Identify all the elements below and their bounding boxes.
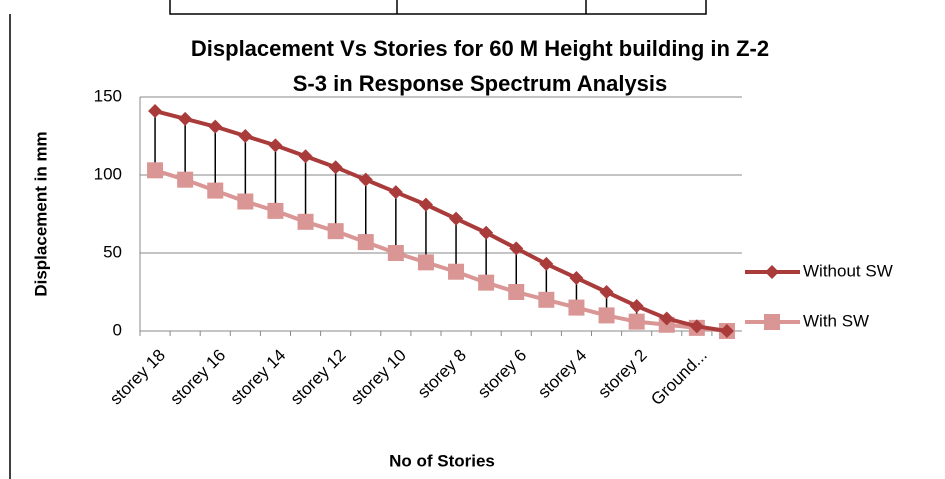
frame: [9, 0, 707, 479]
series-line: [154, 109, 728, 333]
x-axis-title: No of Stories: [389, 451, 495, 470]
x-tick-label: storey 18: [106, 346, 169, 409]
point: [569, 270, 584, 285]
x-tick-label: storey 14: [227, 346, 290, 409]
point: [598, 307, 615, 324]
point: [208, 119, 223, 134]
point: [719, 324, 734, 338]
point: [268, 138, 283, 153]
point: [328, 160, 343, 175]
point: [448, 263, 465, 280]
point: [178, 111, 193, 126]
point: [508, 284, 525, 300]
point: [539, 256, 554, 271]
point: [237, 193, 254, 210]
point: [387, 245, 404, 261]
point: [238, 129, 253, 143]
point: [207, 182, 224, 199]
legend-label: Without SW: [803, 261, 893, 280]
legend-label: With SW: [803, 311, 869, 330]
point: [599, 285, 614, 299]
point: [568, 299, 585, 316]
point: [478, 274, 495, 291]
x-tick-label: storey 10: [347, 346, 410, 409]
point: [628, 313, 645, 330]
point: [765, 265, 779, 279]
x-tick-label: storey 12: [287, 346, 350, 409]
x-tick-label: storey 4: [534, 346, 590, 402]
point: [298, 149, 313, 164]
point: [388, 185, 403, 200]
point: [629, 299, 644, 314]
point: [418, 197, 433, 212]
y-axis-title: Displacement in mm: [31, 131, 50, 296]
x-tick-label: storey 16: [166, 346, 229, 409]
y-tick-label: 100: [94, 164, 122, 183]
y-tick-label: 0: [113, 320, 122, 339]
point: [659, 311, 674, 326]
point: [479, 225, 494, 240]
table-edge: [169, 0, 707, 15]
x-tick-label: storey 8: [414, 346, 470, 402]
point: [357, 234, 374, 251]
point: [147, 162, 164, 179]
point: [297, 213, 314, 230]
point: [764, 314, 780, 330]
point: [148, 104, 163, 119]
point: [509, 241, 524, 256]
point: [177, 171, 194, 188]
x-tick-label: storey 6: [474, 346, 530, 402]
y-tick-label: 50: [103, 242, 122, 261]
chart-title: S-3 in Response Spectrum Analysis: [293, 71, 668, 96]
point: [689, 319, 704, 334]
point: [327, 223, 344, 240]
point: [267, 202, 284, 219]
x-tick-label: Ground...: [647, 346, 711, 410]
point: [417, 254, 434, 271]
point: [449, 211, 464, 226]
point: [358, 172, 373, 187]
chart-title: Displacement Vs Stories for 60 M Height …: [191, 36, 769, 61]
x-tick-label: storey 2: [594, 346, 650, 402]
point: [538, 291, 555, 308]
y-tick-label: 150: [94, 86, 122, 105]
